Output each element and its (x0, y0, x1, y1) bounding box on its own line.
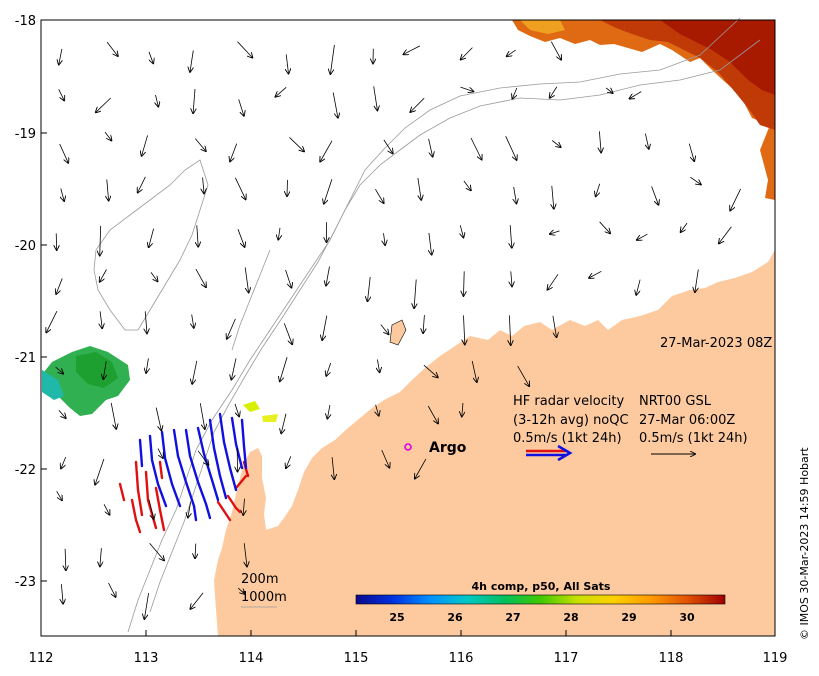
colorbar-gradient (356, 595, 725, 604)
colorbar-tick-label: 25 (389, 611, 404, 624)
imos-credit: © IMOS 30-Mar-2023 14:59 Hobart (798, 447, 811, 640)
contour-200-label: 200m (241, 572, 278, 587)
lon-tick-label: 119 (763, 651, 788, 666)
lat-tick-label: -20 (15, 239, 36, 254)
colorbar-tick-label: 30 (679, 611, 695, 624)
hf-legend-title: HF radar velocity (513, 394, 625, 409)
gsl-vector-arrow (287, 180, 288, 196)
lon-tick-label: 113 (134, 651, 159, 666)
gsl-vector-arrow (56, 233, 57, 250)
colorbar-tick-label: 27 (505, 611, 520, 624)
lat-tick-label: -18 (15, 14, 36, 29)
lat-tick-label: -21 (15, 351, 36, 366)
colorbar-tick-label: 26 (447, 611, 463, 624)
lon-tick-label: 118 (659, 651, 684, 666)
lon-tick-label: 116 (449, 651, 474, 666)
lon-tick-label: 112 (29, 651, 54, 666)
gsl-legend-scale: 0.5m/s (1kt 24h) (639, 431, 748, 446)
lat-tick-label: -23 (15, 575, 36, 590)
colorbar-title: 4h comp, p50, All Sats (472, 580, 611, 593)
lon-tick-label: 115 (344, 651, 369, 666)
contour-1000-label: 1000m (241, 590, 287, 605)
lat-tick-label: -22 (15, 463, 36, 478)
colorbar-tick-label: 29 (621, 611, 636, 624)
lat-tick-label: -19 (15, 127, 36, 142)
colorbar-tick-label: 28 (563, 611, 578, 624)
map-timestamp: 27-Mar-2023 08Z (660, 336, 772, 351)
hf-legend-scale: 0.5m/s (1kt 24h) (513, 431, 622, 446)
hf-legend-qc: (3-12h avg) noQC (513, 413, 629, 428)
argo-label: Argo (429, 440, 467, 456)
gsl-legend-title: NRT00 GSL (639, 394, 712, 409)
gsl-legend-time: 27-Mar 06:00Z (639, 413, 735, 428)
lon-tick-label: 117 (554, 651, 579, 666)
lon-tick-label: 114 (239, 651, 264, 666)
